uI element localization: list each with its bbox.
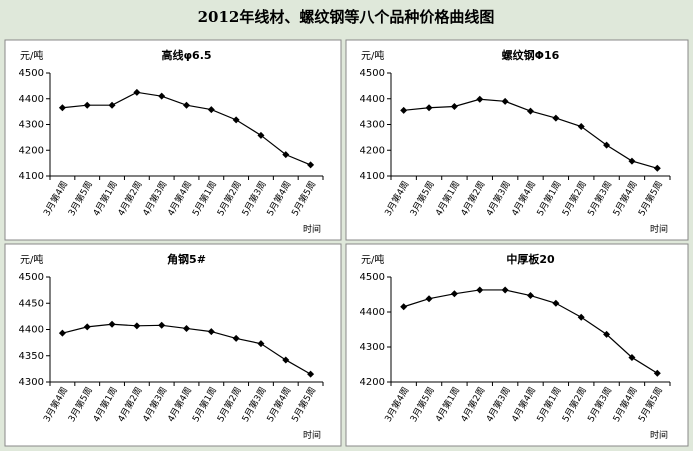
marker [400, 106, 408, 114]
y-tick-label: 4300 [19, 120, 44, 131]
y-axis-label: 元/吨 [361, 253, 384, 266]
y-tick-label: 4500 [360, 272, 385, 283]
y-tick-label: 4400 [360, 307, 385, 318]
marker [158, 92, 166, 100]
y-tick-label: 4100 [360, 171, 385, 182]
panel [345, 243, 689, 447]
marker [577, 313, 585, 321]
panel [345, 39, 689, 241]
y-tick-label: 4500 [19, 272, 44, 283]
chart-title: 中厚板20 [506, 252, 555, 266]
y-tick-label: 4200 [360, 377, 385, 388]
marker [257, 131, 265, 139]
marker [133, 322, 141, 330]
marker [108, 101, 116, 109]
marker [232, 116, 240, 124]
marker [425, 295, 433, 303]
marker [183, 324, 190, 332]
marker [527, 292, 534, 300]
x-axis-label: 时间 [650, 223, 668, 235]
y-tick-label: 4200 [19, 145, 44, 156]
marker [527, 107, 534, 115]
page-title: 2012年线材、螺纹钢等八个品种价格曲线图 [198, 8, 495, 26]
marker [552, 114, 560, 122]
marker [653, 164, 661, 172]
marker [58, 104, 66, 112]
marker [501, 97, 509, 105]
chart-title: 高线φ6.5 [161, 48, 211, 62]
x-axis-label: 时间 [650, 429, 668, 441]
chart-title: 螺纹钢Φ16 [502, 48, 560, 62]
y-axis-label: 元/吨 [20, 253, 43, 266]
y-tick-label: 4100 [19, 171, 44, 182]
y-tick-label: 4300 [360, 120, 385, 131]
y-tick-label: 4500 [360, 68, 385, 79]
marker [158, 321, 166, 329]
y-tick-label: 4450 [19, 298, 44, 309]
y-tick-label: 4300 [360, 342, 385, 353]
marker [400, 303, 408, 311]
marker [207, 106, 215, 114]
marker [282, 356, 290, 364]
marker [108, 320, 116, 328]
marker [603, 330, 611, 338]
y-axis-label: 元/吨 [361, 49, 384, 62]
marker [257, 340, 265, 348]
x-axis-label: 时间 [303, 429, 321, 441]
marker [83, 101, 91, 109]
marker [282, 151, 290, 159]
y-tick-label: 4300 [19, 377, 44, 388]
marker [232, 334, 240, 342]
marker [83, 323, 91, 331]
panel [4, 243, 342, 447]
y-tick-label: 4400 [19, 325, 44, 336]
y-tick-label: 4200 [360, 145, 385, 156]
marker [628, 354, 636, 361]
marker [653, 369, 661, 377]
chart-title: 角钢5# [167, 252, 206, 266]
marker [501, 286, 509, 294]
marker [133, 88, 141, 96]
y-tick-label: 4500 [19, 68, 44, 79]
marker [307, 370, 315, 378]
marker [207, 328, 215, 336]
panel [4, 39, 342, 241]
marker [603, 141, 611, 149]
marker [628, 157, 636, 165]
marker [450, 102, 458, 110]
y-axis-label: 元/吨 [20, 49, 43, 62]
y-tick-label: 4400 [19, 94, 44, 105]
marker [450, 290, 458, 298]
marker [425, 104, 433, 112]
y-tick-label: 4350 [19, 351, 44, 362]
marker [552, 299, 560, 307]
y-tick-label: 4400 [360, 94, 385, 105]
marker [476, 95, 484, 103]
marker [577, 123, 585, 131]
marker [307, 161, 315, 169]
x-axis-label: 时间 [303, 223, 321, 235]
marker [476, 286, 484, 294]
marker [183, 101, 190, 109]
marker [58, 329, 66, 337]
